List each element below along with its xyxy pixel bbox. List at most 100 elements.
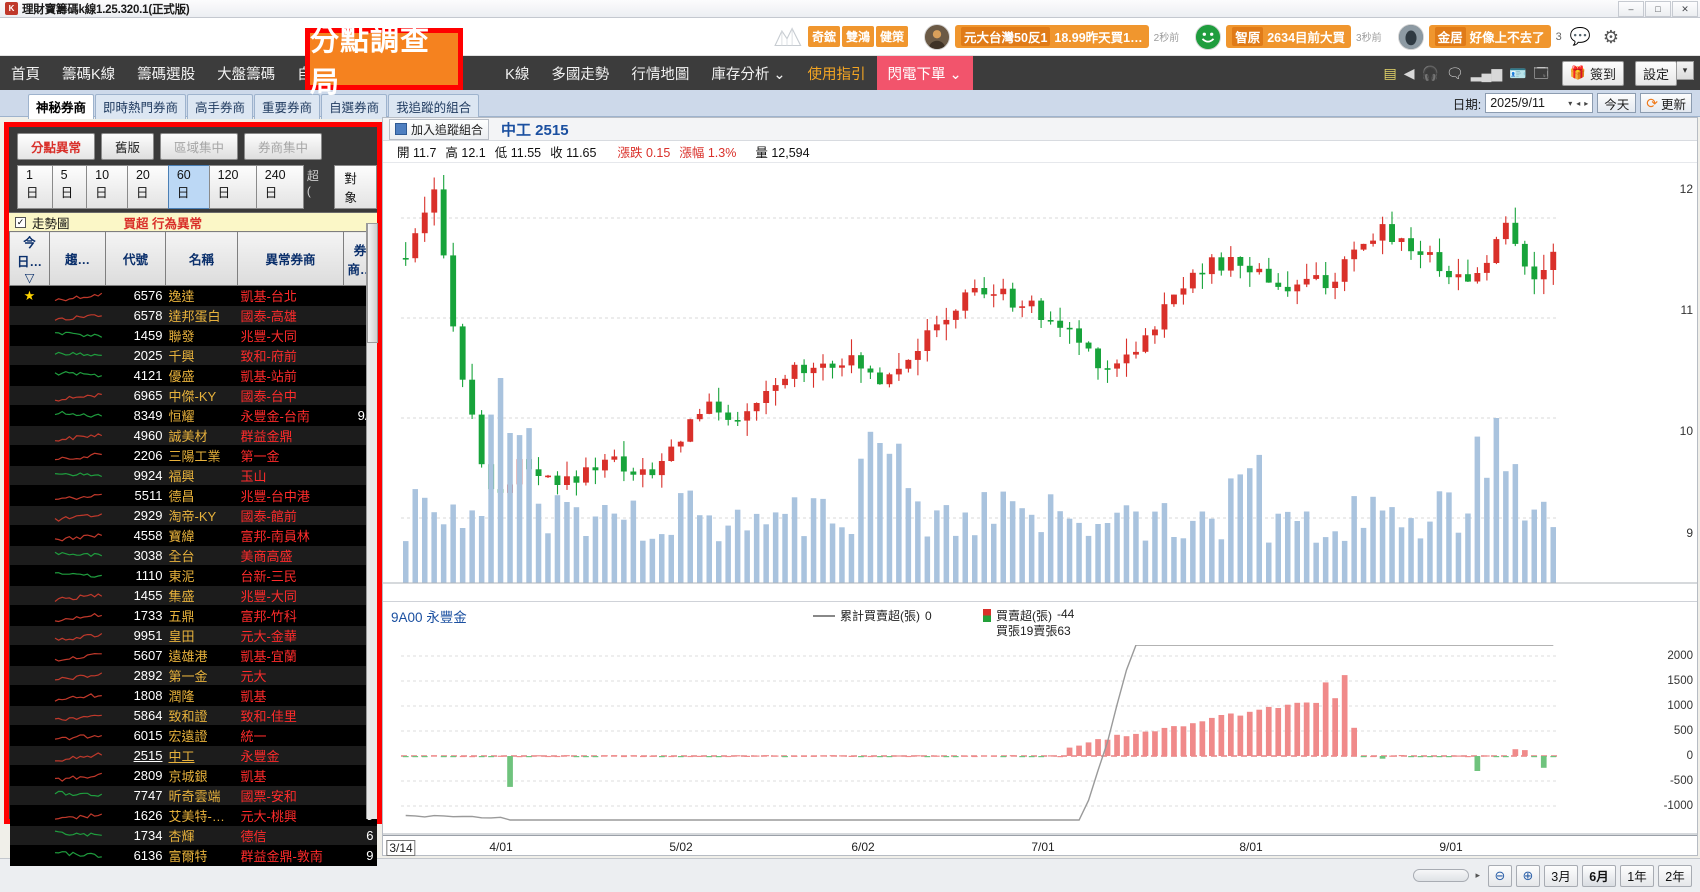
object-button[interactable]: 對象 <box>334 165 377 209</box>
day-button-20[interactable]: 20日 <box>126 165 169 209</box>
row-code[interactable]: 7747 <box>105 785 166 806</box>
left-panel-scrollbar[interactable] <box>366 223 378 819</box>
row-broker[interactable]: 兆豐-大同 <box>237 325 344 346</box>
row-name[interactable]: 逸達 <box>165 285 238 306</box>
row-code[interactable]: 1110 <box>105 565 166 586</box>
row-name[interactable]: 艾美特-… <box>165 805 238 826</box>
row-star[interactable] <box>9 705 50 726</box>
row-name[interactable]: 達邦蛋白 <box>165 305 238 326</box>
row-code[interactable]: 2892 <box>105 665 166 686</box>
row-name[interactable]: 千興 <box>165 345 238 366</box>
mode-button-anomaly[interactable]: 分點異常 <box>17 133 96 160</box>
row-name[interactable]: 誠美材 <box>165 425 238 446</box>
table-row[interactable]: 2515中工永豐金9 <box>9 745 377 766</box>
chevron-down-icon[interactable]: ▾ <box>1677 60 1694 80</box>
row-code[interactable]: 2515 <box>105 745 166 766</box>
row-name[interactable]: 東泥 <box>165 565 238 586</box>
period-button-2y[interactable]: 2年 <box>1658 864 1692 887</box>
row-star[interactable]: ★ <box>9 285 50 306</box>
row-broker[interactable]: 致和-府前 <box>237 345 344 366</box>
table-row[interactable]: 1808潤隆凱基9 <box>9 685 377 706</box>
col-broker[interactable]: 異常券商 <box>237 231 344 286</box>
row-name[interactable]: 淘帝-KY <box>165 505 238 526</box>
row-broker[interactable]: 第一金 <box>237 445 344 466</box>
row-code[interactable]: 6578 <box>105 305 166 326</box>
row-name[interactable]: 致和證 <box>165 705 238 726</box>
day-button-240[interactable]: 240日 <box>255 165 304 209</box>
row-star[interactable] <box>9 665 50 686</box>
row-star[interactable] <box>9 405 50 426</box>
row-name[interactable]: 中傑-KY <box>165 385 238 406</box>
row-broker[interactable]: 凱基 <box>237 685 344 706</box>
row-star[interactable] <box>9 465 50 486</box>
date-next-icon[interactable]: ▸ <box>1584 98 1589 108</box>
row-star[interactable] <box>9 565 50 586</box>
hot-tag-0[interactable]: 奇鋐 <box>808 26 841 47</box>
add-to-group-button[interactable]: 加入追蹤組合 <box>389 118 490 140</box>
row-broker[interactable]: 統一 <box>237 725 344 746</box>
table-row[interactable]: 6015宏遠證統一5 <box>9 725 377 746</box>
zoom-in-icon[interactable]: ⊕ <box>1516 864 1540 887</box>
mode-button-region[interactable]: 區域集中 <box>160 133 239 160</box>
nav-item-quick-order[interactable]: 閃電下單 ⌄ <box>876 56 973 90</box>
table-row[interactable]: 9924福興玉山8 <box>9 465 377 486</box>
row-code[interactable]: 9951 <box>105 625 166 646</box>
row-code[interactable]: 6136 <box>105 845 166 866</box>
row-code[interactable]: 1733 <box>105 605 166 626</box>
table-row[interactable]: 1734 杏輝 德信 6 <box>9 825 377 846</box>
row-star[interactable] <box>9 785 50 806</box>
row-broker[interactable]: 凱基-宜蘭 <box>237 645 344 666</box>
table-row[interactable]: 4960誠美材群益金鼎9 <box>9 425 377 446</box>
row-code[interactable]: 4121 <box>105 365 166 386</box>
gear-icon[interactable]: ⚙ <box>1602 26 1620 47</box>
row-broker[interactable]: 元大-金華 <box>237 625 344 646</box>
table-row[interactable]: 2809京城銀凱基9 <box>9 765 377 786</box>
row-name[interactable]: 第一金 <box>165 665 238 686</box>
row-code[interactable]: 4558 <box>105 525 166 546</box>
note-icon[interactable]: ▤ <box>1383 65 1397 81</box>
row-broker[interactable]: 群益金鼎-敦南 <box>237 845 344 866</box>
day-button-10[interactable]: 10日 <box>86 165 128 209</box>
row-name[interactable]: 全台 <box>165 545 238 566</box>
hot-tag-1[interactable]: 雙鴻 <box>842 26 875 47</box>
row-broker[interactable]: 國泰-館前 <box>237 505 344 526</box>
tab-realtime-hot-broker[interactable]: 即時熱門券商 <box>95 94 187 119</box>
nav-item-market-chip[interactable]: 大盤籌碼 <box>217 66 276 83</box>
row-broker[interactable]: 國泰-台中 <box>237 385 344 406</box>
row-code[interactable]: 1808 <box>105 685 166 706</box>
row-broker[interactable]: 富邦-竹科 <box>237 605 344 626</box>
news-pill-1[interactable]: 智原 2634目前大買 <box>1226 25 1352 48</box>
row-broker[interactable]: 兆豐-大同 <box>237 585 344 606</box>
row-code[interactable]: 2206 <box>105 445 166 466</box>
minimize-button[interactable]: – <box>1618 1 1644 17</box>
date-prev-icon[interactable]: ◂ <box>1576 98 1581 108</box>
nav-item-guide[interactable]: 使用指引 <box>807 66 866 83</box>
row-star[interactable] <box>9 845 50 866</box>
trend-chart-checkbox[interactable]: ✓ <box>15 216 26 228</box>
day-button-1[interactable]: 1日 <box>17 165 53 209</box>
row-star[interactable] <box>9 805 50 826</box>
row-star[interactable] <box>9 305 50 326</box>
row-broker[interactable]: 富邦-南員林 <box>237 525 344 546</box>
row-broker[interactable]: 永豐金 <box>237 745 344 766</box>
row-broker-value[interactable]: 6 <box>343 825 377 846</box>
signin-button[interactable]: 🎁 簽到 <box>1561 60 1624 86</box>
table-row[interactable]: 2892第一金元大9 <box>9 665 377 686</box>
bars-icon[interactable]: ▂▄▆ <box>1470 65 1503 81</box>
period-button-6m[interactable]: 6月 <box>1582 864 1616 887</box>
mode-button-broker[interactable]: 券商集中 <box>244 133 323 160</box>
today-button[interactable]: 今天 <box>1597 93 1637 113</box>
row-star[interactable] <box>9 505 50 526</box>
